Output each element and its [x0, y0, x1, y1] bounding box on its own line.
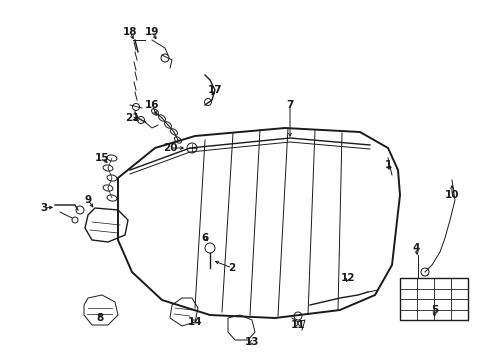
- Text: 10: 10: [445, 190, 459, 200]
- Text: 14: 14: [188, 317, 202, 327]
- Text: 8: 8: [97, 313, 103, 323]
- Text: 2: 2: [228, 263, 236, 273]
- Text: 7: 7: [286, 100, 294, 110]
- Text: 9: 9: [84, 195, 92, 205]
- Bar: [400, 278, 468, 320]
- Text: 13: 13: [245, 337, 259, 347]
- Text: 11: 11: [291, 320, 305, 330]
- Text: 6: 6: [201, 233, 209, 243]
- Text: 21: 21: [125, 113, 139, 123]
- Text: 20: 20: [163, 143, 177, 153]
- Text: 3: 3: [40, 203, 48, 213]
- Text: 1: 1: [384, 160, 392, 170]
- Text: 17: 17: [208, 85, 222, 95]
- Text: 5: 5: [431, 305, 439, 315]
- Text: 12: 12: [341, 273, 355, 283]
- Text: 18: 18: [123, 27, 137, 37]
- Text: 19: 19: [145, 27, 159, 37]
- Text: 4: 4: [412, 243, 420, 253]
- Text: 15: 15: [95, 153, 109, 163]
- Text: 16: 16: [145, 100, 159, 110]
